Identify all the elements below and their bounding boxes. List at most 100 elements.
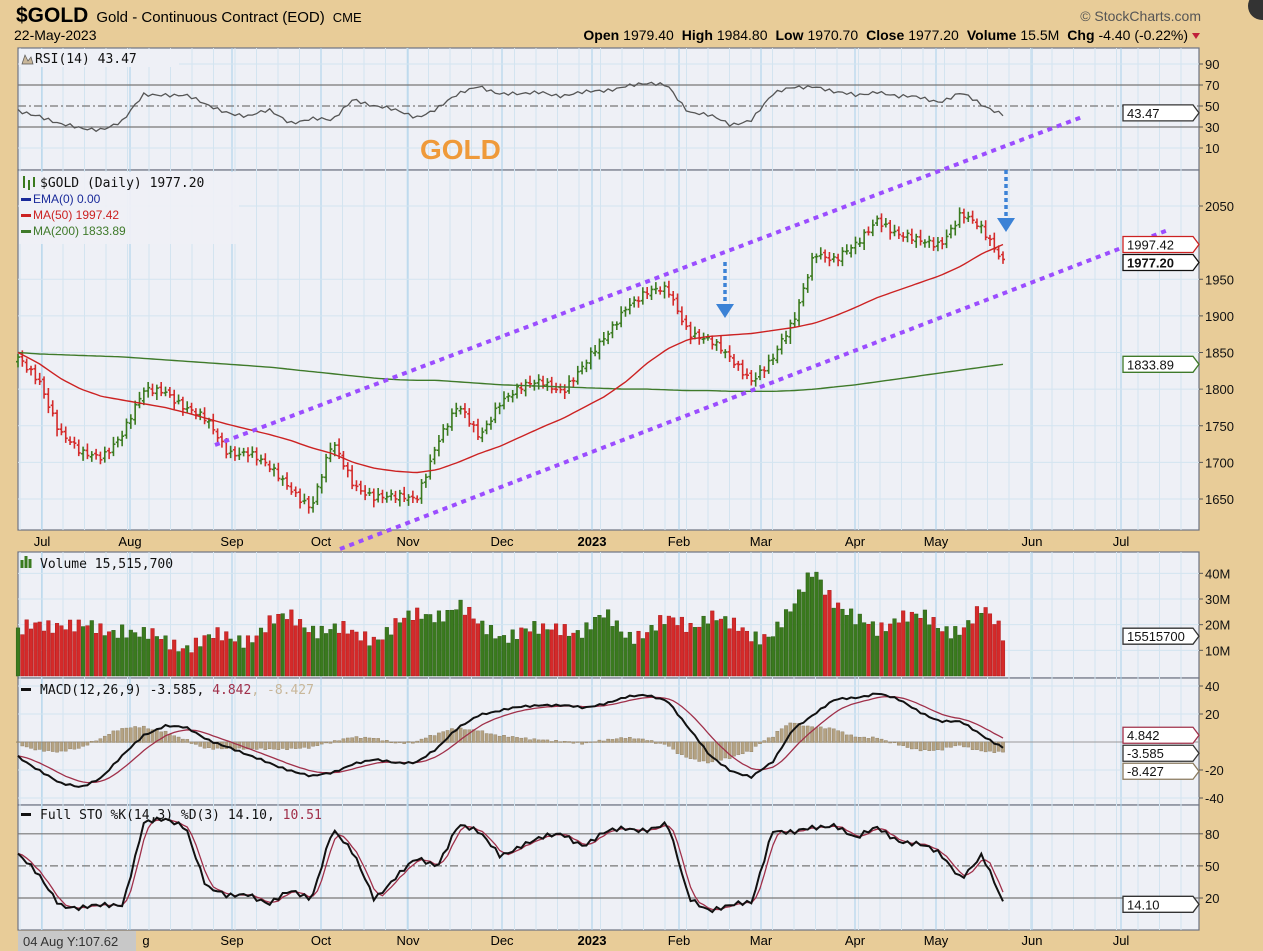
open-label: Open	[583, 27, 619, 43]
macd-histogram-bar	[645, 740, 649, 743]
volume-bar	[224, 631, 229, 677]
volume-bar	[979, 612, 984, 677]
volume-bar	[436, 610, 441, 677]
volume-bar	[358, 640, 363, 677]
price-bar	[267, 460, 272, 473]
volume-bar	[844, 614, 849, 677]
volume-bar	[593, 617, 598, 677]
volume-bar	[840, 608, 845, 677]
copyright: © StockCharts.com	[1080, 8, 1201, 24]
price-bar	[575, 365, 580, 385]
volume-bar	[957, 634, 962, 677]
volume-bar	[102, 635, 107, 677]
macd-histogram-bar	[432, 735, 437, 743]
price-bar	[55, 409, 60, 437]
macd-histogram-bar	[575, 741, 580, 743]
volume-bar	[753, 631, 758, 677]
sto-k-value: 14.10	[228, 808, 267, 823]
price-bar	[740, 359, 745, 380]
price-bar	[410, 490, 415, 503]
volume-bar	[653, 630, 658, 677]
macd-histogram-bar	[649, 740, 654, 743]
macd-histogram-bar	[37, 741, 42, 750]
macd-histogram-bar	[914, 741, 919, 750]
volume-bar	[120, 624, 125, 677]
volume-bar	[744, 630, 750, 677]
low-label: Low	[776, 27, 804, 43]
price-bar	[580, 361, 585, 375]
volume-tick-label: 20M	[1205, 618, 1230, 633]
price-bar	[688, 321, 693, 345]
volume-bar	[818, 579, 823, 677]
price-bar	[241, 447, 246, 457]
volume-bar	[98, 623, 103, 677]
volume-bar	[107, 631, 112, 677]
macd-histogram-bar	[753, 741, 758, 747]
price-bar	[436, 435, 441, 457]
ma50-legend: MA(50) 1997.42	[33, 208, 119, 222]
volume-bar	[263, 632, 268, 677]
macd-histogram-bar	[324, 741, 328, 744]
macd-histogram-bar	[693, 741, 697, 760]
close-circle-icon[interactable]	[1248, 0, 1263, 20]
volume-bar	[632, 643, 637, 677]
volume-bar	[918, 617, 923, 677]
volume-bar	[705, 623, 710, 677]
macd-histogram-bar	[840, 731, 845, 743]
svg-text:MACD(12,26,9) -3.585, 4.842, -: MACD(12,26,9) -3.585, 4.842, -8.427	[40, 683, 314, 698]
volume-bar	[510, 629, 515, 677]
price-bar	[744, 368, 749, 380]
volume-bar	[575, 630, 580, 677]
macd-histogram-bar	[628, 737, 632, 743]
price-bar	[250, 446, 255, 458]
price-bar	[909, 228, 914, 244]
ohlc-summary: Open 1979.40 High 1984.80 Low 1970.70 Close 197…	[583, 27, 1200, 43]
volume-bar	[766, 636, 771, 677]
volume-bar	[237, 635, 242, 677]
ma200-legend: MA(200) 1833.89	[33, 224, 126, 238]
price-bar	[666, 280, 671, 298]
volume-bar	[211, 638, 216, 677]
price-bar	[536, 374, 541, 390]
price-bar	[180, 396, 185, 416]
price-bar	[350, 465, 355, 490]
volume-bar	[536, 633, 541, 677]
macd-histogram-bar	[276, 741, 281, 750]
price-bar	[497, 402, 502, 415]
bottom-x-tick-label: Nov	[396, 933, 420, 948]
volume-bar	[987, 613, 993, 677]
volume-bar	[922, 609, 927, 677]
macd-histogram-bar	[662, 741, 667, 745]
svg-text:Full STO %K(14,3) %D(3) 14.10,: Full STO %K(14,3) %D(3) 14.10, 10.51	[40, 808, 322, 823]
lower-trendline	[339, 228, 1169, 551]
macd-histogram-bar	[545, 739, 550, 743]
volume-bar	[870, 621, 875, 677]
price-bar	[922, 239, 927, 248]
macd-histogram-bar	[176, 736, 181, 743]
price-bar	[115, 436, 120, 448]
macd-histogram-bar	[810, 726, 814, 743]
macd-histogram-bar	[983, 741, 988, 753]
price-bar	[42, 376, 47, 399]
volume-bar	[697, 626, 702, 677]
bottom-x-tick-label: May	[924, 933, 949, 948]
macd-histogram-bar	[345, 737, 350, 743]
price-bar	[888, 220, 893, 240]
macd-histogram-bar	[701, 741, 706, 762]
macd-hist-tag: -8.427	[1127, 764, 1164, 779]
volume-bar	[128, 629, 133, 677]
price-bar	[818, 247, 823, 260]
volume-tick-label: 10M	[1205, 643, 1230, 658]
volume-bar	[606, 609, 611, 677]
volume-bar	[567, 635, 572, 677]
price-bar	[445, 423, 450, 436]
price-bar	[588, 347, 593, 370]
price-bar	[16, 354, 20, 368]
price-bar	[840, 247, 845, 267]
volume-bar	[280, 613, 285, 677]
volume-bar	[805, 572, 810, 677]
title-line: $GOLD Gold - Continuous Contract (EOD) CME	[16, 4, 362, 27]
volume-bar	[37, 621, 42, 677]
macd-histogram-bar	[588, 741, 593, 743]
macd-histogram-bar	[736, 741, 741, 755]
